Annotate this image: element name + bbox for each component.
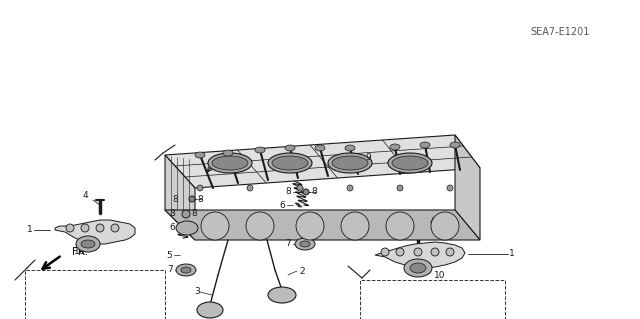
Circle shape	[66, 224, 74, 232]
Circle shape	[347, 185, 353, 191]
Text: 1: 1	[27, 226, 33, 234]
Polygon shape	[455, 135, 480, 240]
Circle shape	[197, 185, 203, 191]
Ellipse shape	[212, 156, 248, 170]
Circle shape	[414, 248, 422, 256]
Circle shape	[303, 189, 309, 195]
Ellipse shape	[328, 153, 372, 173]
Ellipse shape	[450, 142, 460, 148]
Circle shape	[396, 248, 404, 256]
Ellipse shape	[392, 156, 428, 170]
Ellipse shape	[76, 236, 100, 252]
Ellipse shape	[272, 156, 308, 170]
Circle shape	[431, 212, 459, 240]
Circle shape	[297, 185, 303, 191]
Circle shape	[296, 212, 324, 240]
Text: 8: 8	[191, 210, 197, 219]
Text: FR.: FR.	[72, 247, 88, 257]
Circle shape	[397, 185, 403, 191]
Circle shape	[247, 185, 253, 191]
Text: 5: 5	[166, 250, 172, 259]
Ellipse shape	[255, 147, 265, 153]
Text: 8: 8	[169, 210, 175, 219]
Ellipse shape	[388, 153, 432, 173]
Ellipse shape	[81, 240, 95, 248]
Circle shape	[201, 212, 229, 240]
Ellipse shape	[390, 144, 400, 150]
Circle shape	[381, 248, 389, 256]
Bar	[360, 280, 505, 319]
Circle shape	[246, 212, 274, 240]
Circle shape	[386, 212, 414, 240]
Text: 1: 1	[509, 249, 515, 258]
Text: 3: 3	[194, 287, 200, 296]
Text: 9: 9	[365, 153, 371, 162]
Polygon shape	[55, 220, 135, 244]
Circle shape	[81, 224, 89, 232]
Ellipse shape	[285, 145, 295, 151]
Circle shape	[447, 185, 453, 191]
Text: 8: 8	[172, 195, 178, 204]
Ellipse shape	[300, 241, 310, 247]
Ellipse shape	[176, 221, 198, 235]
Circle shape	[431, 248, 439, 256]
Ellipse shape	[345, 145, 355, 151]
Circle shape	[189, 196, 195, 202]
Text: 10: 10	[74, 247, 86, 256]
Text: 4: 4	[429, 218, 435, 226]
Ellipse shape	[420, 142, 430, 148]
Ellipse shape	[268, 287, 296, 303]
Ellipse shape	[181, 267, 191, 273]
Ellipse shape	[223, 150, 233, 156]
Ellipse shape	[176, 264, 196, 276]
Circle shape	[96, 224, 104, 232]
Text: 10: 10	[435, 271, 445, 280]
Polygon shape	[295, 203, 302, 207]
Text: 5: 5	[312, 213, 318, 222]
Text: 6: 6	[169, 224, 175, 233]
Polygon shape	[165, 155, 195, 240]
Circle shape	[111, 224, 119, 232]
Text: 6: 6	[279, 201, 285, 210]
Text: SEA7-E1201: SEA7-E1201	[531, 27, 589, 37]
Ellipse shape	[268, 153, 312, 173]
Polygon shape	[165, 135, 480, 188]
Text: 7: 7	[285, 240, 291, 249]
Bar	[25, 270, 165, 319]
Ellipse shape	[410, 263, 426, 273]
Ellipse shape	[295, 238, 315, 250]
Ellipse shape	[197, 302, 223, 318]
Ellipse shape	[332, 156, 368, 170]
Polygon shape	[165, 210, 480, 240]
Ellipse shape	[404, 259, 432, 277]
Ellipse shape	[315, 145, 325, 151]
Ellipse shape	[208, 153, 252, 173]
Circle shape	[446, 248, 454, 256]
Text: 8: 8	[197, 195, 203, 204]
Circle shape	[182, 210, 190, 218]
Polygon shape	[375, 242, 465, 268]
Text: 7: 7	[167, 265, 173, 275]
Text: 8: 8	[285, 188, 291, 197]
Circle shape	[341, 212, 369, 240]
Text: 4: 4	[82, 191, 88, 201]
Text: 2: 2	[299, 266, 305, 276]
Text: 8: 8	[311, 188, 317, 197]
Ellipse shape	[195, 152, 205, 158]
